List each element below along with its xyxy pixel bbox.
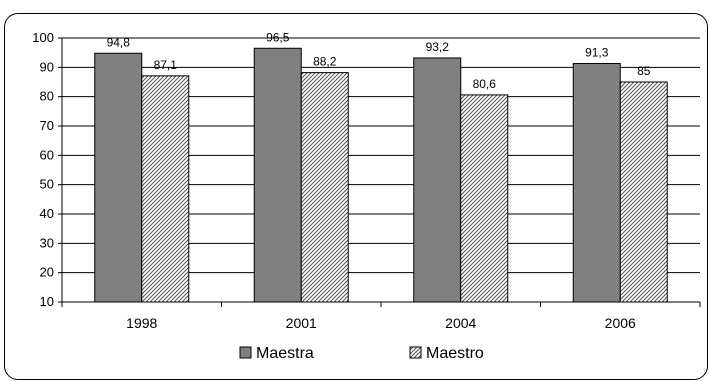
data-label: 93,2: [426, 40, 450, 54]
y-tick-label: 60: [40, 147, 54, 162]
y-tick-label: 10: [40, 294, 54, 309]
y-tick-label: 40: [40, 206, 54, 221]
data-label: 94,8: [107, 35, 131, 49]
x-tick-label: 2001: [286, 315, 317, 331]
bar-maestro-2004: [460, 94, 509, 303]
bar-maestra-2001: [253, 47, 302, 303]
y-tick-label: 80: [40, 89, 54, 104]
legend-label-maestra: Maestra: [256, 345, 314, 362]
bars: [94, 47, 668, 303]
labels: 10 20 30 40 50 60 70 80 90 100 94,8 87,1 1998 96,5 88,…: [32, 30, 650, 331]
legend: Maestra Maestro: [239, 345, 484, 362]
legend-swatch-maestro: [409, 346, 422, 359]
y-tick-label: 100: [32, 30, 54, 45]
data-label: 80,6: [473, 77, 497, 91]
data-label: 91,3: [585, 46, 609, 60]
x-tick-label: 1998: [126, 315, 157, 331]
y-tick-label: 50: [40, 177, 54, 192]
legend-label-maestro: Maestro: [426, 345, 484, 362]
bar-maestra-2006: [572, 63, 621, 303]
legend-swatch-maestra: [239, 346, 252, 359]
data-label: 88,2: [313, 55, 337, 69]
y-tick-label: 90: [40, 59, 54, 74]
data-label: 96,5: [266, 30, 290, 44]
bar-maestro-2001: [300, 72, 349, 303]
data-label: 87,1: [154, 58, 178, 72]
y-tick-label: 20: [40, 265, 54, 280]
bar-maestro-1998: [141, 75, 190, 303]
y-tick-label: 30: [40, 235, 54, 250]
bar-maestra-1998: [94, 52, 143, 303]
x-tick-label: 2006: [605, 315, 636, 331]
y-tick-label: 70: [40, 118, 54, 133]
x-tick-label: 2004: [445, 315, 476, 331]
bar-maestro-2006: [619, 81, 668, 303]
data-label: 85: [637, 64, 651, 78]
bar-maestra-2004: [413, 57, 462, 303]
